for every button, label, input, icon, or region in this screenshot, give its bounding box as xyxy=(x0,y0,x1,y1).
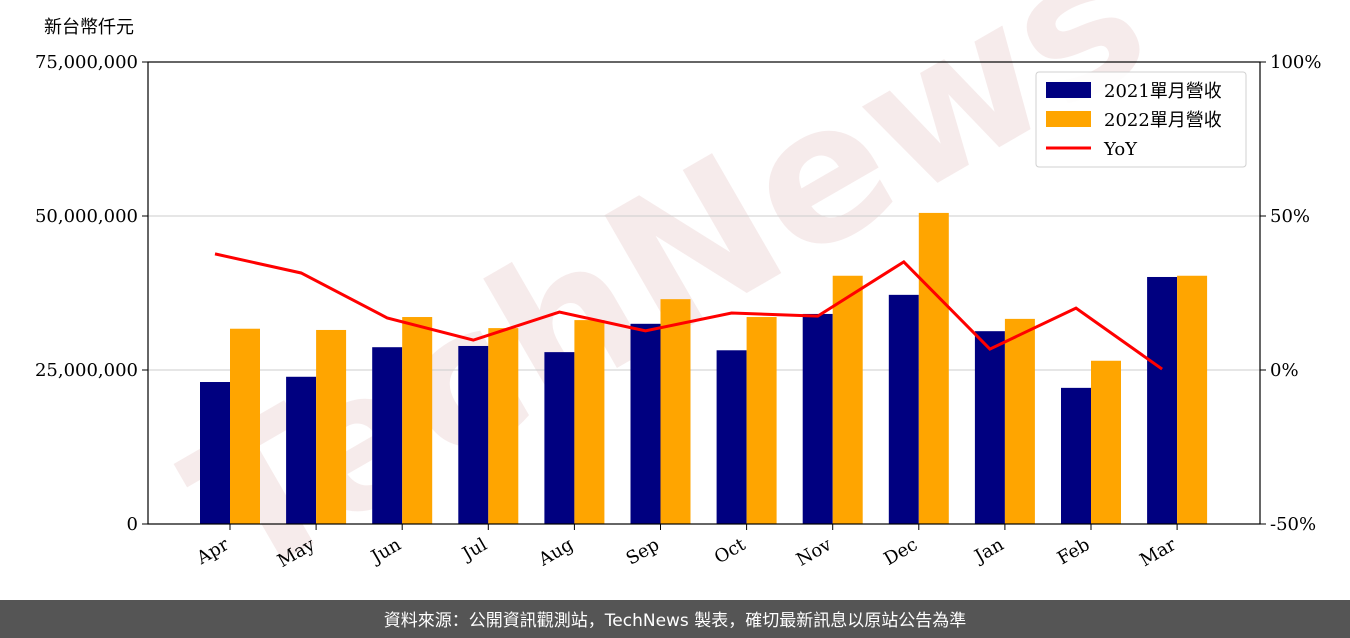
legend-label: YoY xyxy=(1103,139,1138,160)
bar xyxy=(286,376,317,524)
x-tick-label: Jul xyxy=(457,534,491,566)
y2-tick-label: -50% xyxy=(1270,514,1316,535)
footer-bar xyxy=(0,600,1350,638)
bar xyxy=(402,317,433,524)
bar xyxy=(1004,318,1035,524)
x-tick-label: Feb xyxy=(1054,534,1094,569)
y-unit-label: 新台幣仟元 xyxy=(44,17,134,38)
bar xyxy=(630,323,661,524)
bar xyxy=(974,331,1005,524)
x-tick-label: Nov xyxy=(793,534,836,571)
plot-frame xyxy=(147,61,1261,525)
footer: 資料來源：公開資訊觀測站，TechNews 製表，確切最新訊息以原站公告為準 xyxy=(384,611,966,631)
bar xyxy=(716,350,747,524)
legend-label: 2021單月營收 xyxy=(1104,81,1222,102)
bar xyxy=(1091,360,1121,524)
bar xyxy=(832,275,863,524)
bar xyxy=(1147,276,1178,524)
x-tick-label: Mar xyxy=(1136,534,1180,571)
bar xyxy=(574,320,605,524)
y-tick-label: 75,000,000 xyxy=(35,52,138,73)
bar xyxy=(544,352,575,524)
legend-swatch xyxy=(1046,82,1091,98)
y-tick-label: 0 xyxy=(127,514,138,535)
bar xyxy=(746,317,777,524)
bar xyxy=(458,345,489,524)
x-tick-label: Dec xyxy=(880,534,921,570)
y2-tick-label: 100% xyxy=(1270,52,1321,73)
yoy-line xyxy=(214,252,1163,371)
y-tick-label: 50,000,000 xyxy=(35,206,138,227)
x-tick-label: Sep xyxy=(623,534,663,569)
x-tick-label: Jan xyxy=(970,534,1008,568)
x-tick-label: Aug xyxy=(534,534,577,571)
y2-tick-label: 0% xyxy=(1270,360,1299,381)
bar xyxy=(660,299,691,524)
bar xyxy=(1177,275,1208,524)
x-tick-label: Oct xyxy=(711,534,750,569)
legend-label: 2022單月營收 xyxy=(1104,110,1222,131)
bar xyxy=(200,382,230,524)
bar xyxy=(918,212,949,525)
y-tick-label: 25,000,000 xyxy=(35,360,138,381)
bar xyxy=(888,294,919,524)
bar xyxy=(316,329,347,524)
y2-tick-label: 50% xyxy=(1270,206,1310,227)
legend-swatch xyxy=(1046,111,1091,127)
bar xyxy=(802,313,833,524)
bar xyxy=(372,347,403,524)
bar xyxy=(488,328,519,524)
bar xyxy=(230,328,260,524)
bar xyxy=(1061,387,1091,524)
